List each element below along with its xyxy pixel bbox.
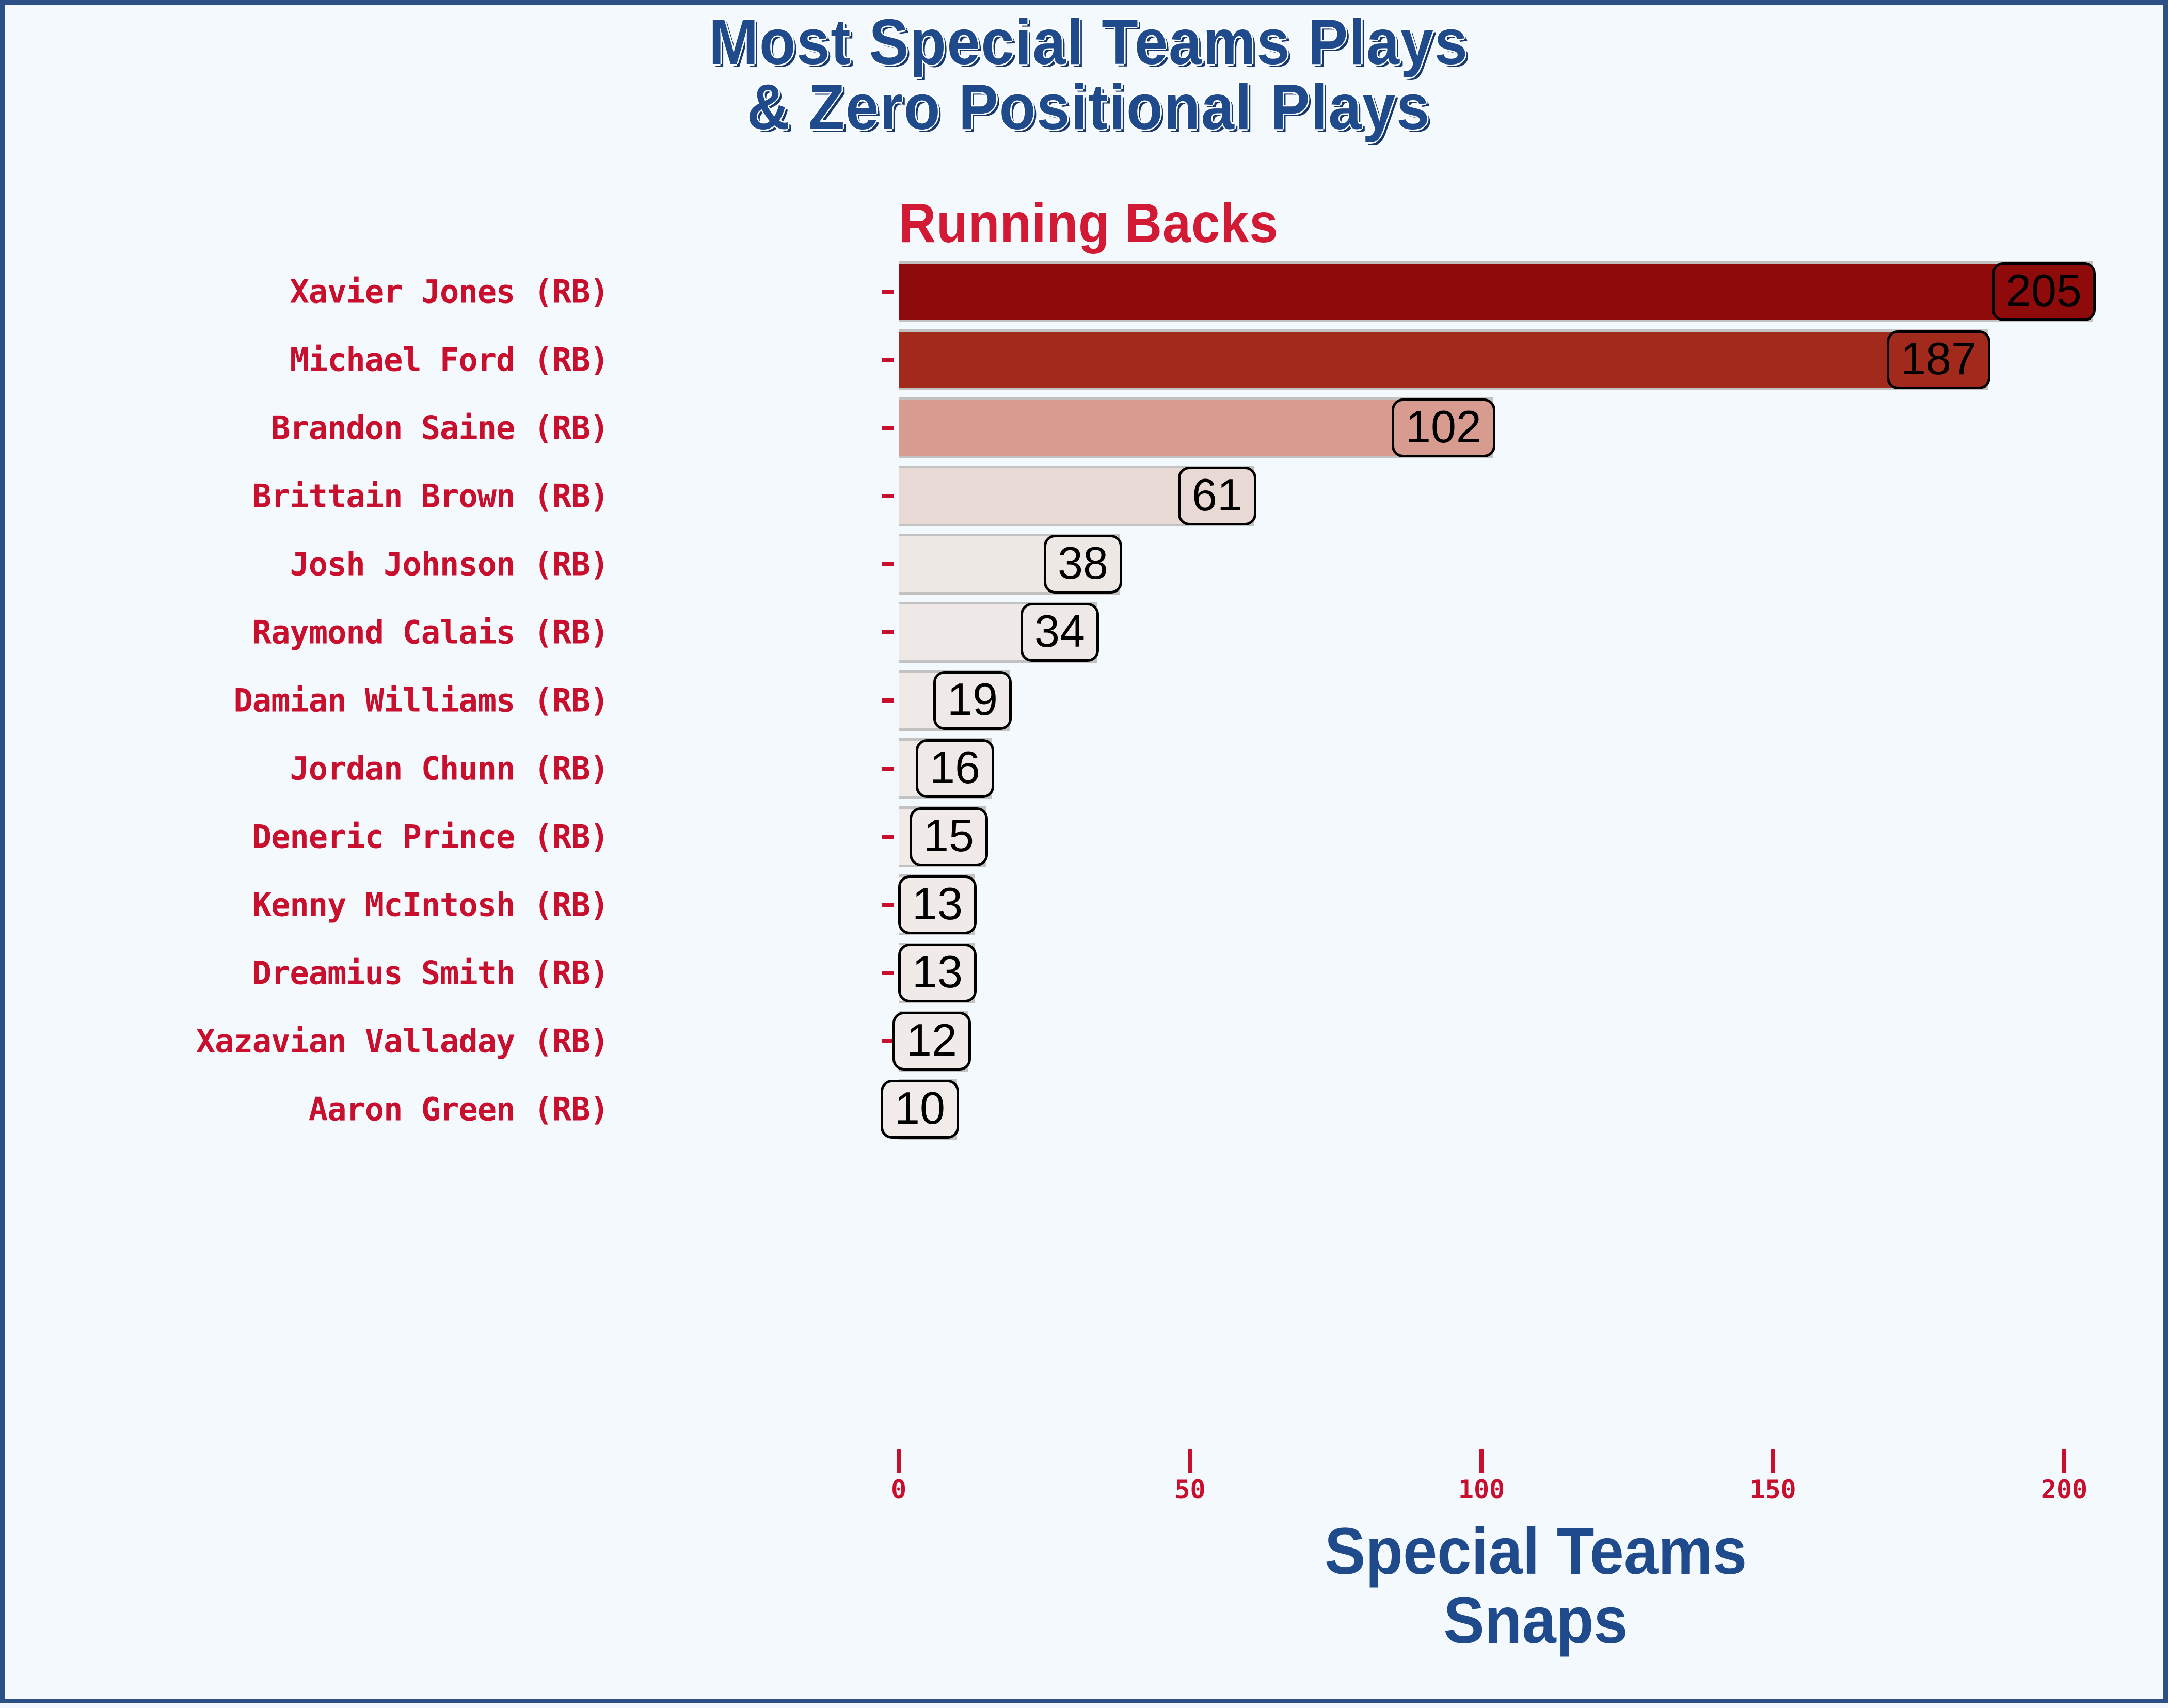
y-axis-label: Aaron Green (RB) <box>308 1090 609 1128</box>
y-axis-label: Deneric Prince (RB) <box>252 818 609 856</box>
x-axis-tick <box>2062 1449 2066 1473</box>
bar-row: Josh Johnson (RB) 38 <box>5 530 2168 598</box>
bar-row: Brittain Brown (RB) 61 <box>5 462 2168 530</box>
x-axis-tick <box>1771 1449 1775 1473</box>
x-axis-tick <box>1479 1449 1484 1473</box>
y-axis-label: Josh Johnson (RB) <box>290 545 609 583</box>
y-axis-tick <box>882 767 894 771</box>
y-axis-label: Xavier Jones (RB) <box>290 273 609 311</box>
chart-title: Most Special Teams Plays & Zero Position… <box>5 10 2168 140</box>
bar-value-label: 13 <box>898 875 977 934</box>
bar-row: Xazavian Valladay (RB) 12 <box>5 1007 2168 1075</box>
y-axis-tick <box>882 971 894 975</box>
y-axis-tick <box>882 494 894 498</box>
bar-value-label: 10 <box>881 1080 959 1139</box>
bar-value-label: 16 <box>916 739 994 798</box>
bar-row: Michael Ford (RB) 187 <box>5 326 2168 394</box>
x-axis-title-line-2: Snaps <box>1443 1584 1628 1658</box>
bar-value-label: 12 <box>892 1012 971 1071</box>
x-axis-tick-label: 200 <box>2041 1475 2088 1505</box>
chart-subtitle: Running Backs <box>899 191 1279 254</box>
y-axis-label: Dreamius Smith (RB) <box>252 954 609 992</box>
bar-row: Deneric Prince (RB) 15 <box>5 803 2168 871</box>
plot-area: Xavier Jones (RB) 205 Michael Ford (RB) 187… <box>5 5 2168 1708</box>
bar-row: Xavier Jones (RB) 205 <box>5 258 2168 326</box>
bar-row: Jordan Chunn (RB) 16 <box>5 735 2168 803</box>
bar-value-label: 187 <box>1887 330 1990 389</box>
bar-value-label: 205 <box>1992 262 2096 321</box>
title-line-2: & Zero Positional Plays <box>746 72 1431 143</box>
y-axis-tick <box>882 290 894 294</box>
y-axis-label: Xazavian Valladay (RB) <box>196 1022 609 1060</box>
x-axis-title-line-1: Special Teams <box>1324 1514 1747 1588</box>
y-axis-tick <box>882 562 894 566</box>
bar-value-label: 102 <box>1392 398 1495 457</box>
x-axis-tick-label: 100 <box>1458 1475 1505 1505</box>
x-axis: 0 50 100 150 200 <box>5 5 2168 1708</box>
y-axis-label: Brittain Brown (RB) <box>252 477 609 515</box>
bar-row: Damian Williams (RB) 19 <box>5 666 2168 735</box>
y-axis-tick <box>882 426 894 430</box>
bar-value-label: 38 <box>1044 535 1122 594</box>
bar-row: Dreamius Smith (RB) 13 <box>5 939 2168 1007</box>
y-axis-label: Brandon Saine (RB) <box>271 409 609 447</box>
bar <box>899 329 1989 390</box>
bar-row: Brandon Saine (RB) 102 <box>5 394 2168 462</box>
bar-value-label: 61 <box>1178 467 1256 525</box>
x-axis-title: Special Teams Snaps <box>899 1517 2168 1656</box>
y-axis-label: Damian Williams (RB) <box>233 681 609 720</box>
y-axis-label: Kenny McIntosh (RB) <box>252 886 609 924</box>
y-axis-tick <box>882 903 894 907</box>
bar-value-label: 19 <box>933 671 1012 730</box>
bar-row: Raymond Calais (RB) 34 <box>5 598 2168 666</box>
x-axis-tick <box>897 1449 901 1473</box>
x-axis-tick-label: 0 <box>890 1475 907 1505</box>
bar-value-label: 13 <box>898 944 977 1002</box>
x-axis-tick-label: 150 <box>1749 1475 1796 1505</box>
bar-value-label: 34 <box>1021 603 1099 662</box>
y-axis-label: Raymond Calais (RB) <box>252 613 609 651</box>
x-axis-tick-label: 50 <box>1174 1475 1206 1505</box>
bar-row: Aaron Green (RB) 10 <box>5 1075 2168 1143</box>
bar-value-label: 15 <box>910 807 988 866</box>
x-axis-tick <box>1188 1449 1192 1473</box>
y-axis-tick <box>882 1039 894 1043</box>
y-axis-tick <box>882 835 894 839</box>
bar-row: Kenny McIntosh (RB) 13 <box>5 871 2168 939</box>
y-axis-label: Michael Ford (RB) <box>290 341 609 379</box>
y-axis-tick <box>882 358 894 362</box>
title-line-1: Most Special Teams Plays <box>709 7 1469 78</box>
y-axis-tick <box>882 630 894 634</box>
y-axis-label: Jordan Chunn (RB) <box>290 749 609 788</box>
bar <box>899 261 2094 322</box>
y-axis-tick <box>882 698 894 703</box>
